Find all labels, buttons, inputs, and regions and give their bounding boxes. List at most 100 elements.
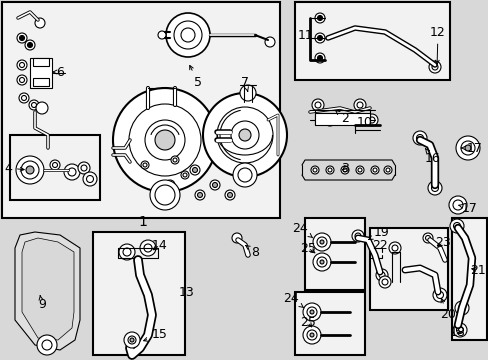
Circle shape	[50, 160, 60, 170]
Text: 3: 3	[340, 162, 348, 175]
Circle shape	[431, 64, 437, 70]
Circle shape	[232, 163, 257, 187]
Bar	[294, 2, 449, 80]
Circle shape	[240, 85, 256, 101]
Circle shape	[27, 42, 32, 48]
Circle shape	[356, 102, 362, 108]
Bar	[2, 2, 280, 218]
Circle shape	[452, 200, 462, 210]
Text: 23: 23	[434, 235, 450, 248]
Text: 13: 13	[179, 285, 195, 298]
Circle shape	[388, 242, 400, 254]
Bar	[93, 232, 184, 355]
Circle shape	[86, 176, 93, 183]
Circle shape	[150, 180, 180, 210]
Text: 16: 16	[424, 149, 440, 165]
Circle shape	[238, 168, 251, 182]
Circle shape	[314, 13, 325, 23]
Circle shape	[37, 335, 57, 355]
Circle shape	[20, 77, 24, 82]
Circle shape	[239, 129, 250, 141]
Circle shape	[452, 323, 466, 337]
Circle shape	[355, 166, 363, 174]
Circle shape	[327, 168, 331, 172]
Circle shape	[309, 310, 313, 314]
Circle shape	[456, 327, 463, 333]
Circle shape	[68, 168, 76, 176]
Text: 5: 5	[189, 66, 202, 89]
Circle shape	[312, 168, 316, 172]
Circle shape	[378, 276, 390, 288]
Circle shape	[317, 36, 322, 41]
Circle shape	[20, 63, 24, 68]
Circle shape	[412, 131, 426, 145]
Circle shape	[181, 28, 195, 42]
Bar	[33, 78, 49, 86]
Text: 6: 6	[53, 66, 64, 78]
Text: 2: 2	[335, 111, 348, 125]
Text: 8: 8	[245, 246, 259, 258]
Text: 17: 17	[460, 141, 482, 154]
Circle shape	[314, 53, 325, 63]
Bar	[369, 228, 447, 310]
Circle shape	[458, 305, 465, 311]
Text: 18: 18	[449, 325, 465, 338]
Circle shape	[171, 156, 179, 164]
Circle shape	[29, 100, 39, 110]
Circle shape	[454, 301, 468, 315]
Circle shape	[25, 40, 35, 50]
Bar	[314, 113, 369, 125]
Circle shape	[209, 180, 220, 190]
Circle shape	[311, 99, 324, 111]
Text: 20: 20	[439, 298, 455, 321]
Circle shape	[20, 36, 24, 41]
Circle shape	[340, 166, 348, 174]
Circle shape	[385, 168, 389, 172]
Circle shape	[17, 33, 27, 43]
Circle shape	[155, 185, 175, 205]
Text: 1: 1	[138, 215, 147, 229]
Circle shape	[416, 135, 423, 141]
Circle shape	[17, 75, 27, 85]
Circle shape	[319, 260, 324, 264]
Circle shape	[52, 162, 58, 167]
Circle shape	[192, 167, 197, 172]
Text: 19: 19	[368, 225, 389, 240]
Circle shape	[309, 333, 313, 337]
Circle shape	[372, 168, 376, 172]
Text: 4: 4	[4, 162, 24, 175]
Circle shape	[158, 31, 165, 39]
Circle shape	[195, 190, 204, 200]
Circle shape	[128, 336, 136, 344]
Circle shape	[383, 166, 391, 174]
Circle shape	[326, 117, 332, 123]
Circle shape	[155, 130, 175, 150]
Circle shape	[314, 33, 325, 43]
Text: 11: 11	[298, 28, 313, 41]
Circle shape	[312, 233, 330, 251]
Text: 10: 10	[356, 116, 372, 129]
Circle shape	[324, 114, 335, 126]
Circle shape	[42, 340, 52, 350]
Circle shape	[325, 166, 333, 174]
Text: 24: 24	[283, 292, 303, 308]
Circle shape	[316, 237, 326, 247]
Circle shape	[173, 158, 177, 162]
Circle shape	[197, 193, 202, 198]
Bar	[305, 218, 364, 290]
Circle shape	[432, 288, 446, 302]
Circle shape	[165, 13, 209, 57]
Circle shape	[306, 307, 316, 317]
Circle shape	[425, 235, 429, 240]
Circle shape	[316, 257, 326, 267]
Circle shape	[455, 136, 479, 160]
Circle shape	[183, 173, 186, 177]
Circle shape	[391, 245, 397, 251]
Circle shape	[142, 163, 147, 167]
Circle shape	[303, 303, 320, 321]
Circle shape	[460, 141, 474, 155]
Circle shape	[227, 193, 232, 198]
Circle shape	[17, 60, 27, 70]
Text: 25: 25	[300, 242, 315, 255]
Text: 24: 24	[291, 221, 312, 238]
